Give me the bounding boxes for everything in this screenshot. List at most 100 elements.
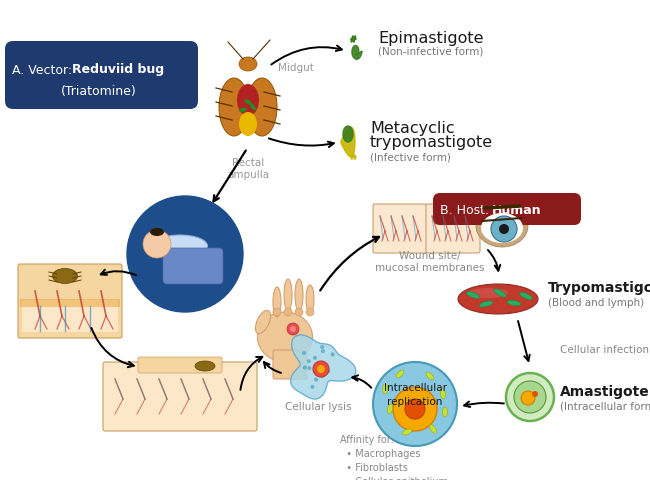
Text: Amastigote: Amastigote [560, 384, 650, 398]
Circle shape [405, 399, 425, 419]
Ellipse shape [153, 236, 207, 257]
Text: Metacyclic: Metacyclic [370, 120, 454, 135]
Circle shape [303, 366, 307, 370]
Ellipse shape [382, 384, 387, 394]
Ellipse shape [257, 312, 313, 362]
Circle shape [290, 326, 296, 332]
Text: A. Vector:: A. Vector: [12, 63, 76, 76]
Circle shape [143, 230, 171, 258]
Circle shape [313, 361, 329, 377]
Ellipse shape [396, 370, 404, 378]
Text: (Intracellular form): (Intracellular form) [560, 401, 650, 411]
Circle shape [295, 308, 303, 316]
Text: Wound site/
mucosal membranes: Wound site/ mucosal membranes [375, 251, 485, 272]
Ellipse shape [402, 429, 411, 435]
Circle shape [506, 373, 554, 421]
Circle shape [313, 356, 317, 360]
FancyBboxPatch shape [426, 204, 480, 253]
Text: Human: Human [492, 204, 541, 217]
Circle shape [127, 197, 243, 312]
Circle shape [306, 308, 314, 316]
Ellipse shape [479, 301, 493, 307]
Ellipse shape [255, 311, 270, 334]
Text: Epimastigote: Epimastigote [378, 30, 484, 46]
FancyBboxPatch shape [20, 300, 120, 307]
Circle shape [307, 360, 311, 363]
Text: Midgut: Midgut [278, 63, 314, 73]
Ellipse shape [239, 108, 247, 113]
Ellipse shape [468, 288, 508, 299]
Text: Rectal
ampulla: Rectal ampulla [227, 157, 269, 179]
Text: (Infective form): (Infective form) [370, 153, 451, 163]
Circle shape [314, 378, 318, 382]
Ellipse shape [306, 286, 314, 313]
Text: trypomastigote: trypomastigote [370, 135, 493, 150]
Polygon shape [341, 128, 355, 157]
Polygon shape [291, 335, 356, 399]
Circle shape [521, 391, 535, 405]
Ellipse shape [237, 85, 259, 117]
Ellipse shape [239, 58, 257, 72]
FancyBboxPatch shape [373, 204, 427, 253]
Text: Intracellular
replication: Intracellular replication [384, 383, 447, 406]
Ellipse shape [507, 300, 521, 306]
Circle shape [373, 362, 457, 446]
Circle shape [326, 370, 330, 373]
FancyBboxPatch shape [138, 357, 222, 373]
Ellipse shape [53, 269, 77, 284]
FancyBboxPatch shape [163, 249, 223, 285]
FancyBboxPatch shape [18, 264, 122, 338]
FancyBboxPatch shape [273, 350, 307, 379]
Ellipse shape [466, 292, 480, 299]
Circle shape [320, 345, 324, 349]
Circle shape [284, 308, 292, 316]
Text: (Non-infective form): (Non-infective form) [378, 47, 484, 57]
Ellipse shape [443, 407, 447, 417]
Ellipse shape [441, 389, 445, 399]
Ellipse shape [250, 105, 256, 111]
Ellipse shape [219, 79, 249, 137]
Text: Reduviid bug: Reduviid bug [72, 63, 164, 76]
Circle shape [302, 351, 306, 355]
Text: B. Host:: B. Host: [440, 204, 493, 217]
Ellipse shape [494, 289, 506, 298]
Ellipse shape [247, 79, 277, 137]
Text: Cellular lysis: Cellular lysis [285, 401, 351, 411]
Polygon shape [343, 127, 353, 143]
Ellipse shape [239, 113, 257, 137]
Circle shape [320, 374, 324, 378]
Ellipse shape [387, 404, 393, 414]
Ellipse shape [519, 293, 532, 300]
Ellipse shape [195, 361, 215, 371]
Circle shape [514, 381, 546, 413]
FancyBboxPatch shape [22, 300, 118, 332]
Circle shape [321, 349, 325, 353]
Text: Affinity for:
  • Macrophages
  • Fibroblasts
  • Cellular epithelium: Affinity for: • Macrophages • Fibroblast… [340, 434, 448, 480]
Circle shape [287, 324, 299, 336]
Ellipse shape [150, 228, 164, 237]
Ellipse shape [430, 425, 437, 433]
Ellipse shape [476, 205, 528, 248]
Circle shape [499, 225, 509, 235]
Text: Trypomastigote: Trypomastigote [548, 280, 650, 294]
Circle shape [311, 385, 315, 389]
FancyBboxPatch shape [103, 362, 257, 431]
Polygon shape [352, 46, 362, 60]
FancyBboxPatch shape [433, 193, 581, 226]
Circle shape [532, 391, 538, 397]
Circle shape [393, 387, 437, 431]
Text: Cellular infection: Cellular infection [560, 344, 649, 354]
Ellipse shape [295, 279, 303, 312]
Text: (Triatomine): (Triatomine) [61, 85, 137, 98]
Circle shape [307, 366, 311, 370]
FancyBboxPatch shape [5, 42, 198, 110]
Ellipse shape [273, 288, 281, 317]
Ellipse shape [481, 214, 523, 243]
Text: (Blood and lymph): (Blood and lymph) [548, 298, 644, 307]
Ellipse shape [426, 372, 434, 380]
Ellipse shape [244, 100, 252, 106]
Circle shape [331, 353, 335, 357]
Circle shape [317, 365, 325, 373]
Circle shape [491, 216, 517, 242]
Ellipse shape [458, 285, 538, 314]
